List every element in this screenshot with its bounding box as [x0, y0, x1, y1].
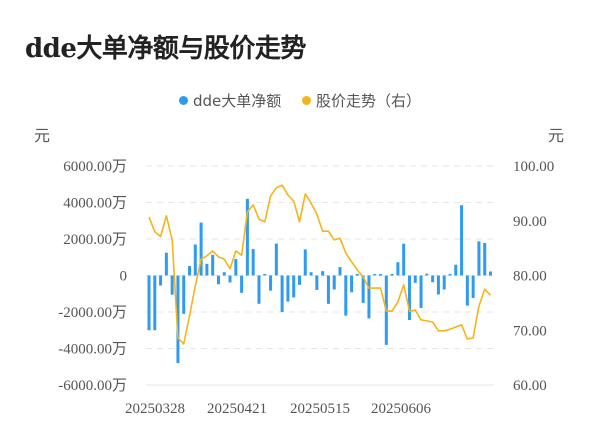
left-axis-ticks: 6000.00万 4000.00万 2000.00万 0 -2000.00万 -4000.… [58, 159, 127, 394]
bar[interactable] [465, 275, 469, 306]
bar[interactable] [159, 275, 163, 286]
x-tick-label: 20250515 [290, 401, 350, 417]
grid-lines [146, 165, 494, 386]
bar[interactable] [431, 275, 435, 283]
bar[interactable] [176, 275, 180, 364]
right-tick-label: 60.00 [513, 378, 547, 394]
bar[interactable] [309, 272, 313, 276]
left-tick-label: -2000.00万 [58, 305, 127, 321]
price-line[interactable] [148, 184, 492, 345]
right-tick-label: 90.00 [513, 214, 547, 230]
bar[interactable] [425, 273, 429, 276]
left-tick-label: 4000.00万 [63, 196, 127, 212]
right-tick-label: 80.00 [513, 269, 547, 285]
bar[interactable] [373, 274, 377, 276]
bar[interactable] [182, 275, 186, 314]
bar[interactable] [326, 275, 330, 304]
left-tick-label: 0 [120, 269, 128, 285]
right-tick-label: 100.00 [513, 159, 554, 175]
bar[interactable] [460, 205, 464, 276]
bar[interactable] [257, 275, 261, 304]
bar[interactable] [483, 243, 487, 276]
bar[interactable] [454, 264, 458, 276]
bar[interactable] [211, 254, 215, 276]
left-tick-label: -6000.00万 [58, 378, 127, 394]
bar[interactable] [147, 275, 151, 331]
bar[interactable] [315, 275, 319, 290]
legend-item-dde[interactable]: dde大单净额 [178, 90, 282, 111]
right-tick-label: 70.00 [513, 323, 547, 339]
bar[interactable] [153, 275, 157, 331]
bar[interactable] [477, 241, 481, 276]
bar[interactable] [436, 275, 440, 295]
bar[interactable] [274, 243, 278, 276]
bar[interactable] [338, 267, 342, 276]
bar-series [147, 198, 492, 364]
bar[interactable] [292, 275, 296, 298]
circle-icon [302, 96, 312, 105]
left-tick-label: -4000.00万 [58, 342, 127, 358]
bar[interactable] [489, 271, 492, 276]
bar[interactable] [361, 275, 365, 303]
bar[interactable] [280, 275, 284, 313]
bar[interactable] [384, 275, 388, 345]
left-tick-label: 6000.00万 [63, 159, 127, 175]
bar[interactable] [396, 262, 400, 276]
x-tick-label: 20250421 [207, 401, 267, 417]
bar[interactable] [448, 274, 452, 276]
bar[interactable] [263, 274, 267, 276]
legend-label: dde大单净额 [192, 92, 282, 110]
bar[interactable] [251, 249, 255, 276]
right-axis-unit: 元 [548, 128, 564, 145]
bar[interactable] [419, 275, 423, 308]
bar[interactable] [390, 274, 394, 276]
bar[interactable] [164, 252, 168, 276]
x-tick-label: 20250606 [371, 401, 432, 417]
line-series [148, 184, 492, 345]
bar[interactable] [344, 275, 348, 316]
bar[interactable] [216, 275, 220, 285]
chart-title: dde大单净额与股价走势 [25, 34, 306, 64]
bar[interactable] [303, 249, 307, 276]
bar[interactable] [402, 243, 406, 276]
legend-item-price[interactable]: 股价走势（右） [302, 90, 421, 111]
bar[interactable] [379, 274, 383, 276]
bar[interactable] [228, 275, 232, 283]
bar[interactable] [205, 263, 209, 276]
bar[interactable] [355, 274, 359, 276]
bar[interactable] [471, 275, 475, 298]
bar[interactable] [199, 222, 203, 276]
left-tick-label: 2000.00万 [63, 232, 127, 248]
bar[interactable] [321, 271, 325, 276]
bar[interactable] [297, 275, 301, 285]
bar[interactable] [234, 259, 238, 276]
bar[interactable] [407, 275, 411, 321]
bar[interactable] [222, 272, 226, 276]
circle-icon [178, 96, 188, 105]
bar[interactable] [240, 275, 244, 293]
bar[interactable] [413, 275, 417, 283]
x-axis-ticks: 20250328 20250421 20250515 20250606 [125, 401, 432, 417]
right-axis-ticks: 100.00 90.00 80.00 70.00 60.00 [513, 159, 554, 394]
bar[interactable] [442, 275, 446, 290]
bar[interactable] [188, 266, 192, 276]
legend: dde大单净额 股价走势（右） [0, 90, 600, 111]
left-axis-unit: 元 [34, 128, 50, 145]
bar[interactable] [286, 275, 290, 302]
bar[interactable] [170, 275, 174, 295]
bar[interactable] [269, 275, 273, 291]
bar[interactable] [332, 275, 336, 290]
bar[interactable] [245, 198, 249, 276]
bar[interactable] [350, 275, 354, 293]
legend-label: 股价走势（右） [316, 92, 422, 110]
bar[interactable] [367, 275, 371, 319]
bar[interactable] [193, 244, 197, 276]
x-tick-label: 20250328 [125, 401, 185, 417]
